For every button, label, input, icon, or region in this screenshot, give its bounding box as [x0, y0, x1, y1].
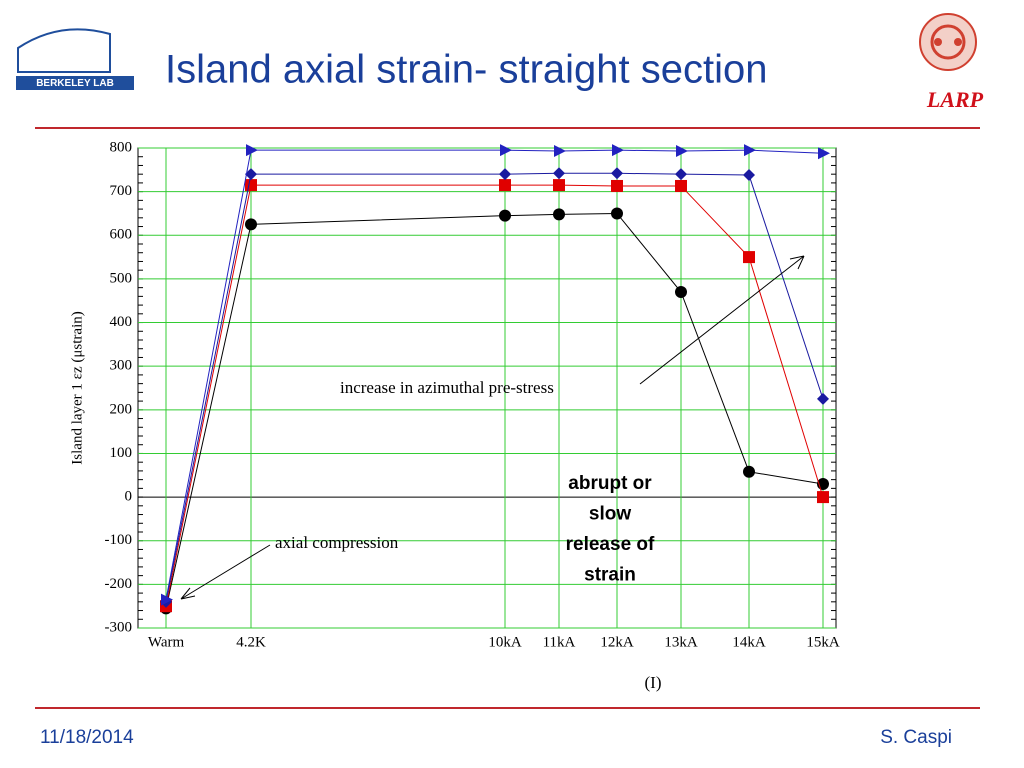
point [245, 179, 257, 192]
x-tick-label: 14kA [732, 634, 766, 650]
point [675, 179, 687, 192]
x-tick-label: 10kA [488, 634, 522, 650]
y-tick-label: -300 [105, 619, 133, 635]
annotation-arrow [180, 544, 271, 600]
point [611, 167, 623, 180]
point [612, 144, 624, 157]
slide-title: Island axial strain- straight section [165, 48, 768, 92]
y-axis-label: Island layer 1 εz (μstrain) [69, 311, 85, 464]
x-tick-label: 12kA [600, 634, 634, 650]
logo-text: BERKELEY LAB [36, 78, 114, 89]
logo-bar [16, 76, 134, 90]
point [499, 179, 511, 192]
chart: Island layer 1 εz (μstrain) (I) -300 -200… [69, 139, 839, 691]
point [743, 465, 755, 478]
series-line [165, 172, 824, 602]
y-tick-label: 700 [110, 183, 133, 199]
x-tick-label: 13kA [664, 634, 698, 650]
x-tick-label: 11kA [543, 634, 576, 650]
point [675, 286, 687, 298]
logo-ring [919, 13, 977, 71]
point [500, 144, 512, 157]
y-tick-label: 400 [110, 314, 133, 330]
y-tick-label: 100 [110, 445, 133, 461]
callout: strain [584, 565, 636, 586]
annotation: axial compression [275, 533, 399, 552]
point [161, 593, 173, 606]
point [818, 147, 830, 160]
x-axis-label: (I) [645, 673, 662, 692]
series-line [165, 149, 824, 600]
x-tick-label: Warm [148, 634, 185, 650]
footer-author: S. Caspi [880, 727, 952, 748]
y-tick-label: 300 [110, 358, 133, 374]
series-line [165, 212, 824, 609]
point [245, 218, 257, 231]
larp-logo: LARP [919, 13, 984, 112]
point [743, 169, 755, 182]
point [554, 145, 566, 158]
point [675, 168, 687, 181]
x-tick-label: 15kA [806, 634, 840, 650]
y-tick-label: 200 [110, 401, 133, 417]
y-tick-label: -200 [105, 576, 133, 592]
y-tick-label: 600 [110, 227, 133, 243]
logo-shape [17, 28, 111, 73]
callout: release of [566, 534, 655, 555]
point [499, 168, 511, 181]
y-tick-label: 800 [110, 139, 133, 155]
callout: slow [589, 504, 631, 525]
point [246, 144, 258, 157]
point [744, 144, 756, 157]
logo-ring [930, 24, 966, 60]
point [676, 145, 688, 158]
series-line [165, 184, 824, 607]
point [611, 179, 623, 192]
point [611, 207, 623, 220]
berkeley-logo: BERKELEY LAB [16, 28, 134, 90]
logo-text: LARP [926, 87, 984, 112]
y-tick-label: 0 [125, 489, 133, 505]
logo-dot [954, 38, 962, 46]
y-tick-label: -100 [105, 532, 133, 548]
point [553, 167, 565, 180]
point [743, 251, 755, 264]
point [817, 392, 829, 405]
y-tick-label: 500 [110, 270, 133, 286]
point [817, 491, 829, 504]
point [553, 208, 565, 221]
callout: abrupt or [568, 473, 652, 494]
annotation: increase in azimuthal pre-stress [340, 378, 554, 397]
point [499, 209, 511, 222]
point [553, 179, 565, 192]
x-tick-label: 4.2K [236, 634, 266, 650]
annotation-arrow [639, 255, 805, 385]
footer-date: 11/18/2014 [40, 727, 134, 748]
point [245, 168, 257, 181]
logo-dot [934, 38, 942, 46]
